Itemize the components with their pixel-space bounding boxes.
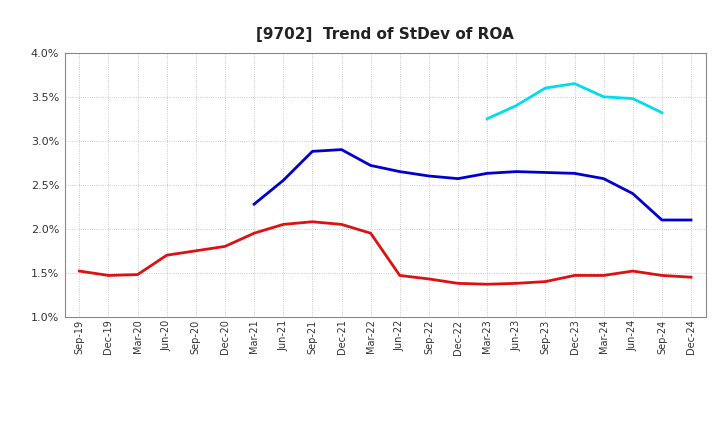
7 Years <box>599 94 608 99</box>
5 Years <box>687 217 696 223</box>
7 Years <box>483 116 492 121</box>
3 Years <box>75 268 84 274</box>
5 Years <box>425 173 433 179</box>
3 Years <box>366 231 375 236</box>
3 Years <box>629 268 637 274</box>
Line: 3 Years: 3 Years <box>79 222 691 284</box>
3 Years <box>512 281 521 286</box>
5 Years <box>570 171 579 176</box>
5 Years <box>541 170 550 175</box>
7 Years <box>512 103 521 108</box>
5 Years <box>366 163 375 168</box>
3 Years <box>541 279 550 284</box>
5 Years <box>454 176 462 181</box>
Line: 7 Years: 7 Years <box>487 84 662 119</box>
3 Years <box>483 282 492 287</box>
7 Years <box>657 110 666 115</box>
3 Years <box>657 273 666 278</box>
3 Years <box>687 275 696 280</box>
3 Years <box>570 273 579 278</box>
5 Years <box>629 191 637 196</box>
5 Years <box>512 169 521 174</box>
3 Years <box>454 281 462 286</box>
3 Years <box>337 222 346 227</box>
3 Years <box>163 253 171 258</box>
5 Years <box>483 171 492 176</box>
5 Years <box>657 217 666 223</box>
3 Years <box>599 273 608 278</box>
7 Years <box>541 85 550 91</box>
5 Years <box>337 147 346 152</box>
3 Years <box>395 273 404 278</box>
5 Years <box>279 178 287 183</box>
5 Years <box>308 149 317 154</box>
3 Years <box>192 248 200 253</box>
3 Years <box>425 276 433 282</box>
Title: [9702]  Trend of StDev of ROA: [9702] Trend of StDev of ROA <box>256 27 514 42</box>
5 Years <box>250 202 258 207</box>
7 Years <box>629 96 637 101</box>
3 Years <box>133 272 142 277</box>
3 Years <box>308 219 317 224</box>
3 Years <box>104 273 113 278</box>
7 Years <box>570 81 579 86</box>
3 Years <box>279 222 287 227</box>
5 Years <box>395 169 404 174</box>
Line: 5 Years: 5 Years <box>254 150 691 220</box>
3 Years <box>250 231 258 236</box>
5 Years <box>599 176 608 181</box>
3 Years <box>220 244 229 249</box>
